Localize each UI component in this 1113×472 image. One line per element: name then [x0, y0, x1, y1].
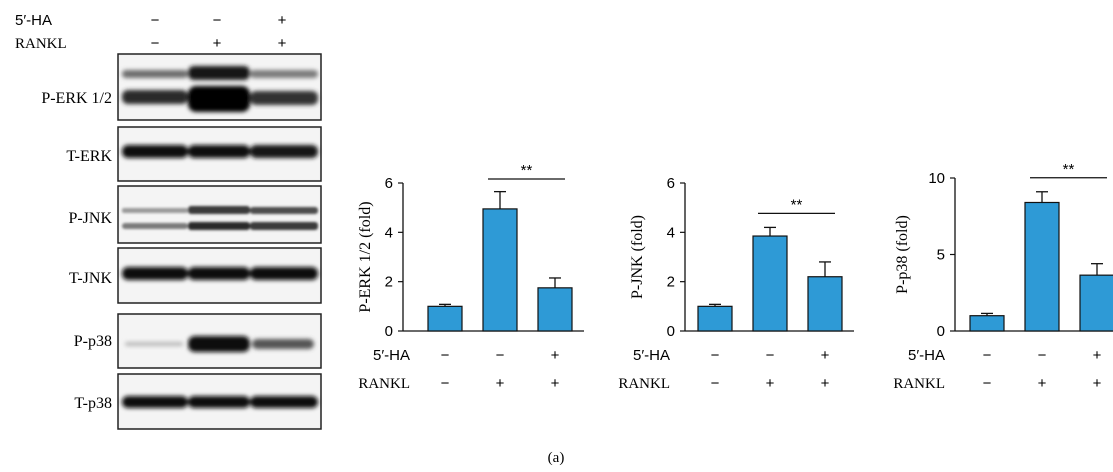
y-tick-label: 4 — [385, 224, 393, 241]
y-tick-label: 0 — [385, 323, 393, 340]
header-sign: − — [213, 12, 222, 29]
significance-label: ** — [521, 162, 533, 179]
condition-sign: − — [441, 375, 450, 392]
blot-panel-t-erk: T-ERK — [66, 127, 321, 181]
bar — [808, 277, 842, 331]
header-sign: + — [278, 35, 287, 52]
bar-chart: 0 2 4 6 P-JNK (fold) ** 5′-HA − − + RANKL − + + — [618, 175, 854, 392]
y-tick-label: 10 — [928, 170, 945, 187]
y-tick-label: 0 — [937, 323, 945, 340]
blot-panel-p-p38: P-p38 — [74, 314, 321, 368]
blot-background — [120, 188, 319, 241]
condition-sign: − — [983, 347, 992, 364]
condition-sign: − — [441, 347, 450, 364]
significance-label: ** — [1063, 161, 1075, 178]
condition-sign: − — [496, 347, 505, 364]
condition-sign: − — [983, 375, 992, 392]
condition-label: 5′-HA — [373, 347, 410, 364]
condition-sign: + — [1093, 347, 1102, 364]
condition-sign: + — [551, 375, 560, 392]
y-axis-label: P-ERK 1/2 (fold) — [357, 201, 374, 312]
blot-bands — [122, 267, 318, 280]
condition-sign: + — [1093, 375, 1102, 392]
y-axis-label: P-p38 (fold) — [894, 215, 911, 294]
y-tick-label: 2 — [385, 274, 393, 291]
condition-sign: − — [711, 347, 720, 364]
header-label-rankl: RANKL — [15, 36, 67, 52]
y-tick-label: 6 — [385, 175, 393, 192]
y-tick-label: 5 — [937, 247, 945, 264]
bar — [698, 306, 732, 331]
blot-label: P-ERK 1/2 — [41, 90, 112, 107]
condition-label: RANKL — [618, 376, 670, 392]
condition-sign: − — [766, 347, 775, 364]
bar-chart: 0 5 10 P-p38 (fold) ** 5′-HA − − + RANKL − + + — [893, 161, 1113, 392]
bar — [970, 316, 1004, 331]
blot-panel-p-jnk: P-JNK — [68, 186, 321, 243]
significance-label: ** — [791, 196, 803, 213]
blot-header: 5′-HA − − + RANKL − + + — [15, 12, 287, 52]
blot-label: P-p38 — [74, 333, 112, 350]
figure-caption: (a) — [548, 450, 565, 466]
bar — [428, 306, 462, 331]
condition-sign: + — [496, 375, 505, 392]
condition-label: RANKL — [358, 376, 410, 392]
y-tick-label: 0 — [667, 323, 675, 340]
y-axis-label: P-JNK (fold) — [629, 215, 646, 299]
condition-sign: + — [821, 347, 830, 364]
condition-sign: + — [1038, 375, 1047, 392]
bar — [1025, 202, 1059, 331]
bar — [1080, 275, 1113, 331]
blot-label: T-ERK — [66, 148, 112, 165]
blot-label: P-JNK — [68, 210, 112, 227]
condition-label: 5′-HA — [908, 347, 945, 364]
blot-label: T-p38 — [74, 395, 112, 412]
bar — [483, 209, 517, 331]
blot-panel-p-erk: P-ERK 1/2 — [41, 54, 321, 120]
bar — [538, 288, 572, 331]
header-label-5ha: 5′-HA — [15, 12, 52, 29]
condition-sign: − — [711, 375, 720, 392]
blot-panel-t-p38: T-p38 — [74, 374, 321, 429]
y-tick-label: 6 — [667, 175, 675, 192]
header-sign: + — [278, 12, 287, 29]
bar — [753, 236, 787, 331]
bar-chart: 0 2 4 6 P-ERK 1/2 (fold) ** 5′-HA − − + RANKL − + + — [357, 162, 584, 392]
y-tick-label: 4 — [667, 224, 675, 241]
condition-sign: + — [766, 375, 775, 392]
blot-panel-t-jnk: T-JNK — [69, 248, 321, 303]
blot-label: T-JNK — [69, 270, 112, 287]
condition-label: RANKL — [893, 376, 945, 392]
condition-sign: + — [821, 375, 830, 392]
blot-bands — [122, 145, 318, 158]
header-sign: − — [151, 12, 160, 29]
blot-bands — [122, 396, 318, 408]
bar-charts: 0 2 4 6 P-ERK 1/2 (fold) ** 5′-HA − − + RANKL − + +0 2… — [357, 161, 1113, 392]
condition-sign: − — [1038, 347, 1047, 364]
header-sign: − — [151, 35, 160, 52]
condition-label: 5′-HA — [633, 347, 670, 364]
header-sign: + — [213, 35, 222, 52]
y-tick-label: 2 — [667, 274, 675, 291]
condition-sign: + — [551, 347, 560, 364]
